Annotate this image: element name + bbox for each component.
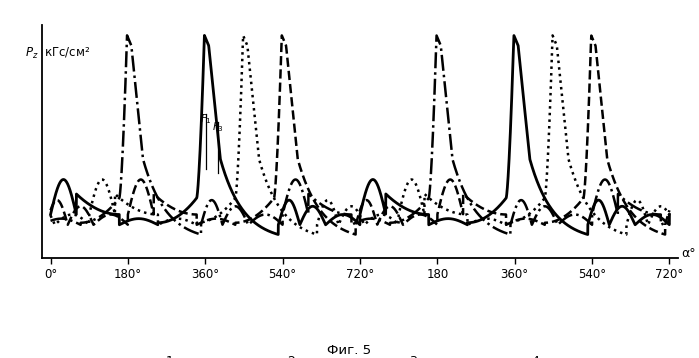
2цилиндр, xyxy=(417,213,426,217)
2цилиндр, xyxy=(555,217,563,221)
1цилиндр, xyxy=(584,232,592,237)
3цилиндр, xyxy=(556,71,564,75)
1цилиндр, xyxy=(200,33,208,38)
4цилиндр xyxy=(159,204,167,209)
2цилиндр, xyxy=(665,208,674,212)
2цилиндр, xyxy=(449,179,457,184)
3цилиндр, xyxy=(665,213,674,218)
1цилиндр, xyxy=(159,220,167,224)
4цилиндр xyxy=(556,221,564,225)
4цилиндр xyxy=(123,33,131,38)
1цилиндр, xyxy=(508,75,517,79)
4цилиндр xyxy=(196,232,205,237)
3цилиндр, xyxy=(417,201,426,205)
Text: $F_1$: $F_1$ xyxy=(200,112,212,126)
2цилиндр, xyxy=(159,200,167,204)
Line: 2цилиндр,: 2цилиндр, xyxy=(50,35,670,234)
Text: α°: α° xyxy=(682,247,696,260)
Line: 3цилиндр,: 3цилиндр, xyxy=(50,35,670,234)
1цилиндр, xyxy=(46,212,55,217)
1цилиндр, xyxy=(283,199,291,203)
3цилиндр, xyxy=(549,33,557,38)
3цилиндр, xyxy=(312,232,321,237)
1цилиндр, xyxy=(665,212,674,217)
2цилиндр, xyxy=(278,33,286,38)
3цилиндр, xyxy=(159,220,167,224)
4цилиндр xyxy=(508,215,517,219)
3цилиндр, xyxy=(449,210,457,214)
Line: 4цилиндр: 4цилиндр xyxy=(50,35,670,234)
3цилиндр, xyxy=(283,214,291,219)
2цилиндр, xyxy=(46,208,55,212)
4цилиндр xyxy=(283,194,291,198)
4цилиндр xyxy=(46,219,55,223)
4цилиндр xyxy=(665,219,674,223)
Line: 1цилиндр,: 1цилиндр, xyxy=(50,35,670,234)
Text: Фиг. 5: Фиг. 5 xyxy=(327,344,372,357)
2цилиндр, xyxy=(661,232,670,237)
2цилиндр, xyxy=(508,219,517,224)
3цилиндр, xyxy=(46,213,55,218)
3цилиндр, xyxy=(508,220,517,224)
1цилиндр, xyxy=(449,217,457,221)
4цилиндр xyxy=(449,160,457,164)
Legend: 1цилиндр,, 2цилиндр,, 3цилиндр,, 4цилиндр: 1цилиндр,, 2цилиндр,, 3цилиндр,, 4цилинд… xyxy=(118,349,602,358)
4цилиндр xyxy=(418,204,426,208)
1цилиндр, xyxy=(417,212,426,216)
2цилиндр, xyxy=(283,54,291,58)
Text: $F_3$: $F_3$ xyxy=(212,120,224,134)
1цилиндр, xyxy=(555,216,563,221)
Text: $P_z$  кГс/см²: $P_z$ кГс/см² xyxy=(24,46,90,61)
